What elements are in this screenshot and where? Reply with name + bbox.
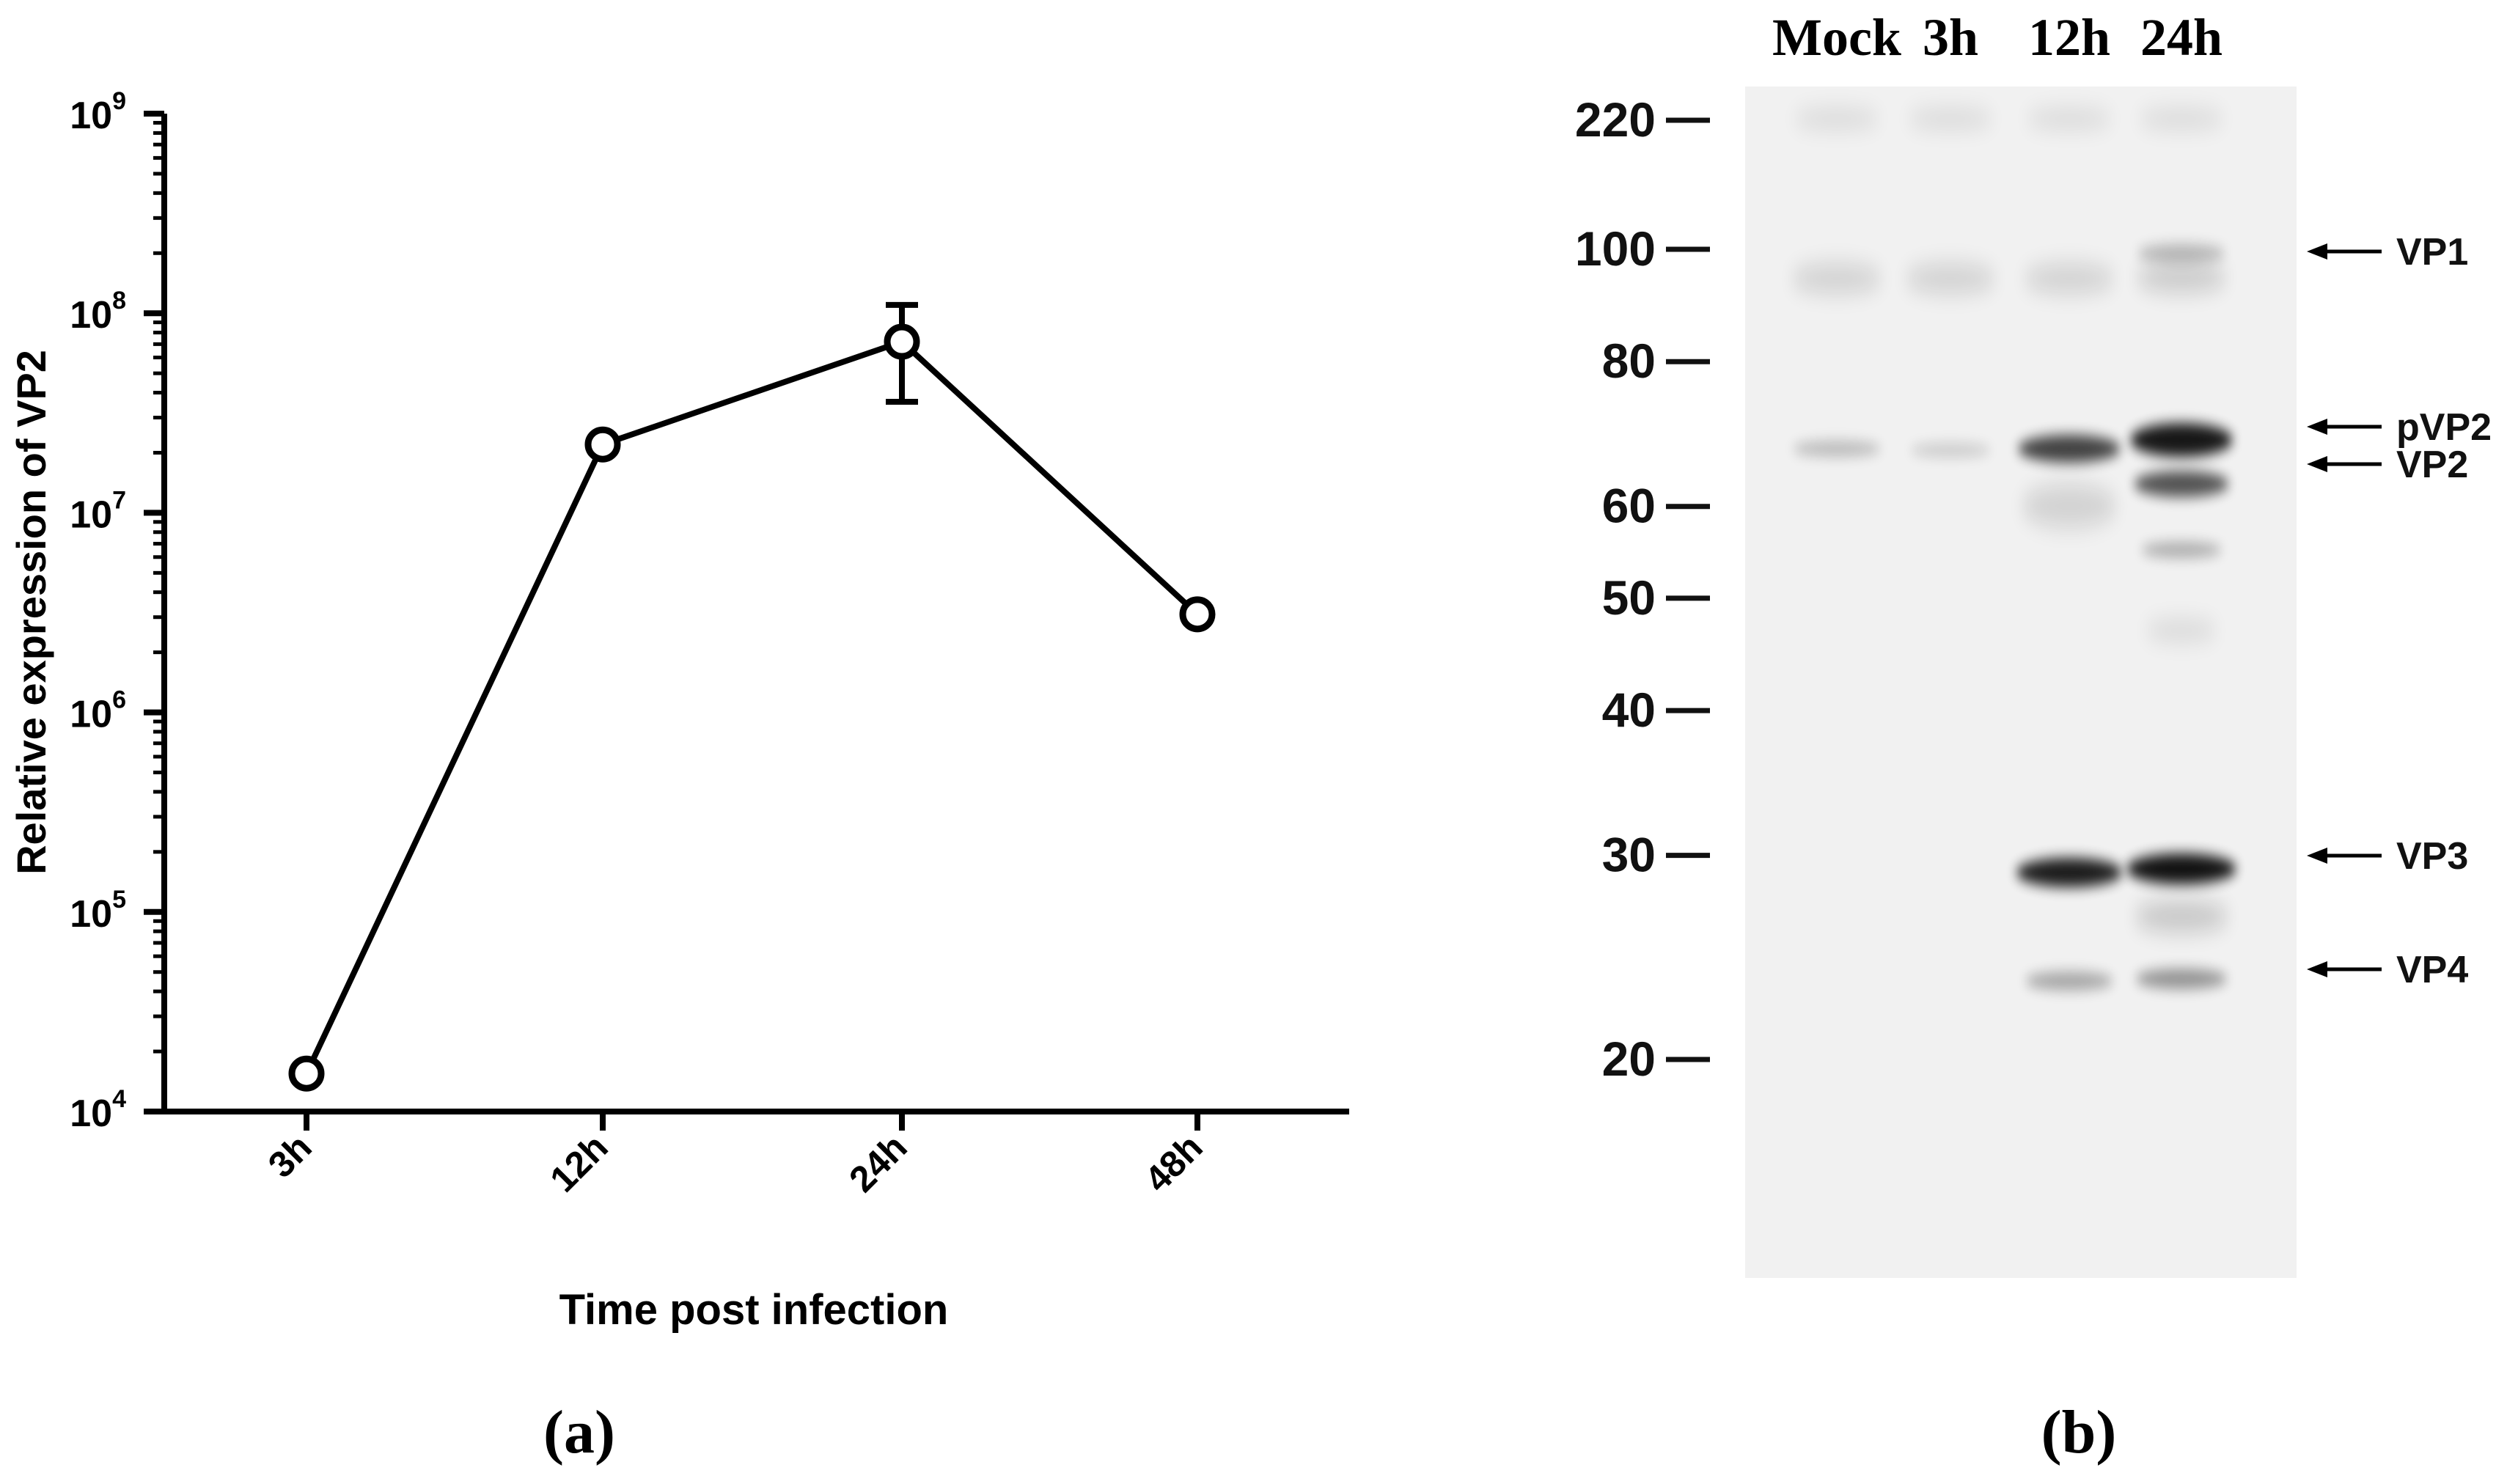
y-tick-base: 10: [70, 95, 112, 137]
y-tick-exponent: 8: [112, 287, 126, 315]
data-point: [1179, 596, 1216, 633]
y-tick-base: 10: [70, 493, 112, 536]
gel-band: [2135, 969, 2228, 989]
gel-band: [2134, 902, 2229, 931]
data-series: [288, 301, 1216, 1092]
band-arrow-head: [2307, 456, 2327, 472]
marker-label: 20: [1602, 1032, 1656, 1086]
data-point: [884, 323, 920, 360]
gel-band: [2018, 435, 2121, 463]
y-tick-exponent: 9: [112, 87, 126, 115]
band-label: VP2: [2396, 444, 2468, 486]
gel-band: [2137, 109, 2225, 128]
band-arrow-head: [2307, 419, 2327, 435]
marker-label: 40: [1602, 683, 1656, 737]
lane-label: 12h: [2028, 8, 2110, 67]
y-tick-exponent: 5: [112, 886, 126, 914]
gel-band: [2126, 853, 2236, 884]
y-tick-base: 10: [70, 294, 112, 337]
panel-label-a: (a): [543, 1398, 615, 1466]
band-arrow-head: [2307, 243, 2327, 260]
molecular-weight-markers: 220 100 80 60 50 40 30 20: [1575, 92, 1710, 1086]
marker-label: 60: [1602, 479, 1656, 533]
lane-label: 3h: [1923, 8, 1978, 67]
marker-label: 80: [1602, 334, 1656, 388]
x-tick-label: 48h: [1137, 1126, 1211, 1200]
y-tick-exponent: 4: [112, 1085, 126, 1113]
y-tick-exponent: 6: [112, 686, 126, 714]
gel-band: [2130, 423, 2233, 457]
y-tick-label: 109: [70, 87, 126, 137]
gel-band: [2134, 471, 2229, 497]
gel-band: [2022, 484, 2117, 528]
lane-label: Mock: [1772, 8, 1901, 67]
gel-bands: [1791, 109, 2236, 991]
x-tick-label: 3h: [260, 1126, 320, 1186]
x-tick-label: 12h: [542, 1126, 616, 1200]
gel-band: [1910, 443, 1991, 458]
gel-band: [1793, 441, 1881, 457]
gel-band: [2025, 971, 2113, 991]
gel-band: [2023, 264, 2115, 293]
gel-band: [2145, 620, 2218, 641]
gel-band: [1791, 264, 1883, 293]
y-tick-base: 10: [70, 893, 112, 936]
y-tick-base: 10: [70, 1092, 112, 1135]
marker-label: 50: [1602, 570, 1656, 625]
gel-band: [1793, 109, 1881, 128]
data-point: [288, 1055, 325, 1092]
y-tick-exponent: 7: [112, 486, 126, 514]
gel-band: [2016, 858, 2123, 887]
y-tick-label: 106: [70, 686, 126, 736]
marker-label: 30: [1602, 828, 1656, 882]
band-label: pVP2: [2396, 406, 2492, 449]
band-arrow-head: [2307, 848, 2327, 864]
marker-label: 220: [1575, 92, 1656, 147]
series-line: [304, 339, 1200, 1075]
gel-band: [1904, 264, 1997, 293]
panel-label-b: (b): [2041, 1398, 2117, 1466]
y-axis-label: Relative expression of VP2: [8, 350, 54, 875]
y-tick-label: 107: [70, 486, 126, 536]
x-axis-label: Time post infection: [559, 1286, 949, 1334]
x-tick-label: 24h: [841, 1126, 915, 1200]
gel-band: [2135, 262, 2228, 292]
band-label: VP3: [2396, 835, 2468, 878]
band-label: VP1: [2396, 231, 2468, 273]
y-tick-label: 104: [70, 1085, 126, 1135]
lane-labels: Mock 3h 12h 24h: [1772, 8, 2222, 67]
gel-band: [1906, 109, 1994, 128]
y-tick-label: 108: [70, 287, 126, 337]
lane-label: 24h: [2140, 8, 2222, 67]
gel-band: [2141, 542, 2222, 558]
y-tick-base: 10: [70, 694, 112, 736]
marker-label: 100: [1575, 221, 1656, 276]
gel-band: [2137, 243, 2225, 262]
y-tick-label: 105: [70, 886, 126, 936]
band-arrow-head: [2307, 961, 2327, 977]
data-point: [584, 426, 621, 463]
x-axis-ticks: 3h 12h 24h 48h: [260, 1112, 1211, 1200]
gel-band: [2025, 109, 2113, 128]
band-label: VP4: [2396, 949, 2468, 991]
